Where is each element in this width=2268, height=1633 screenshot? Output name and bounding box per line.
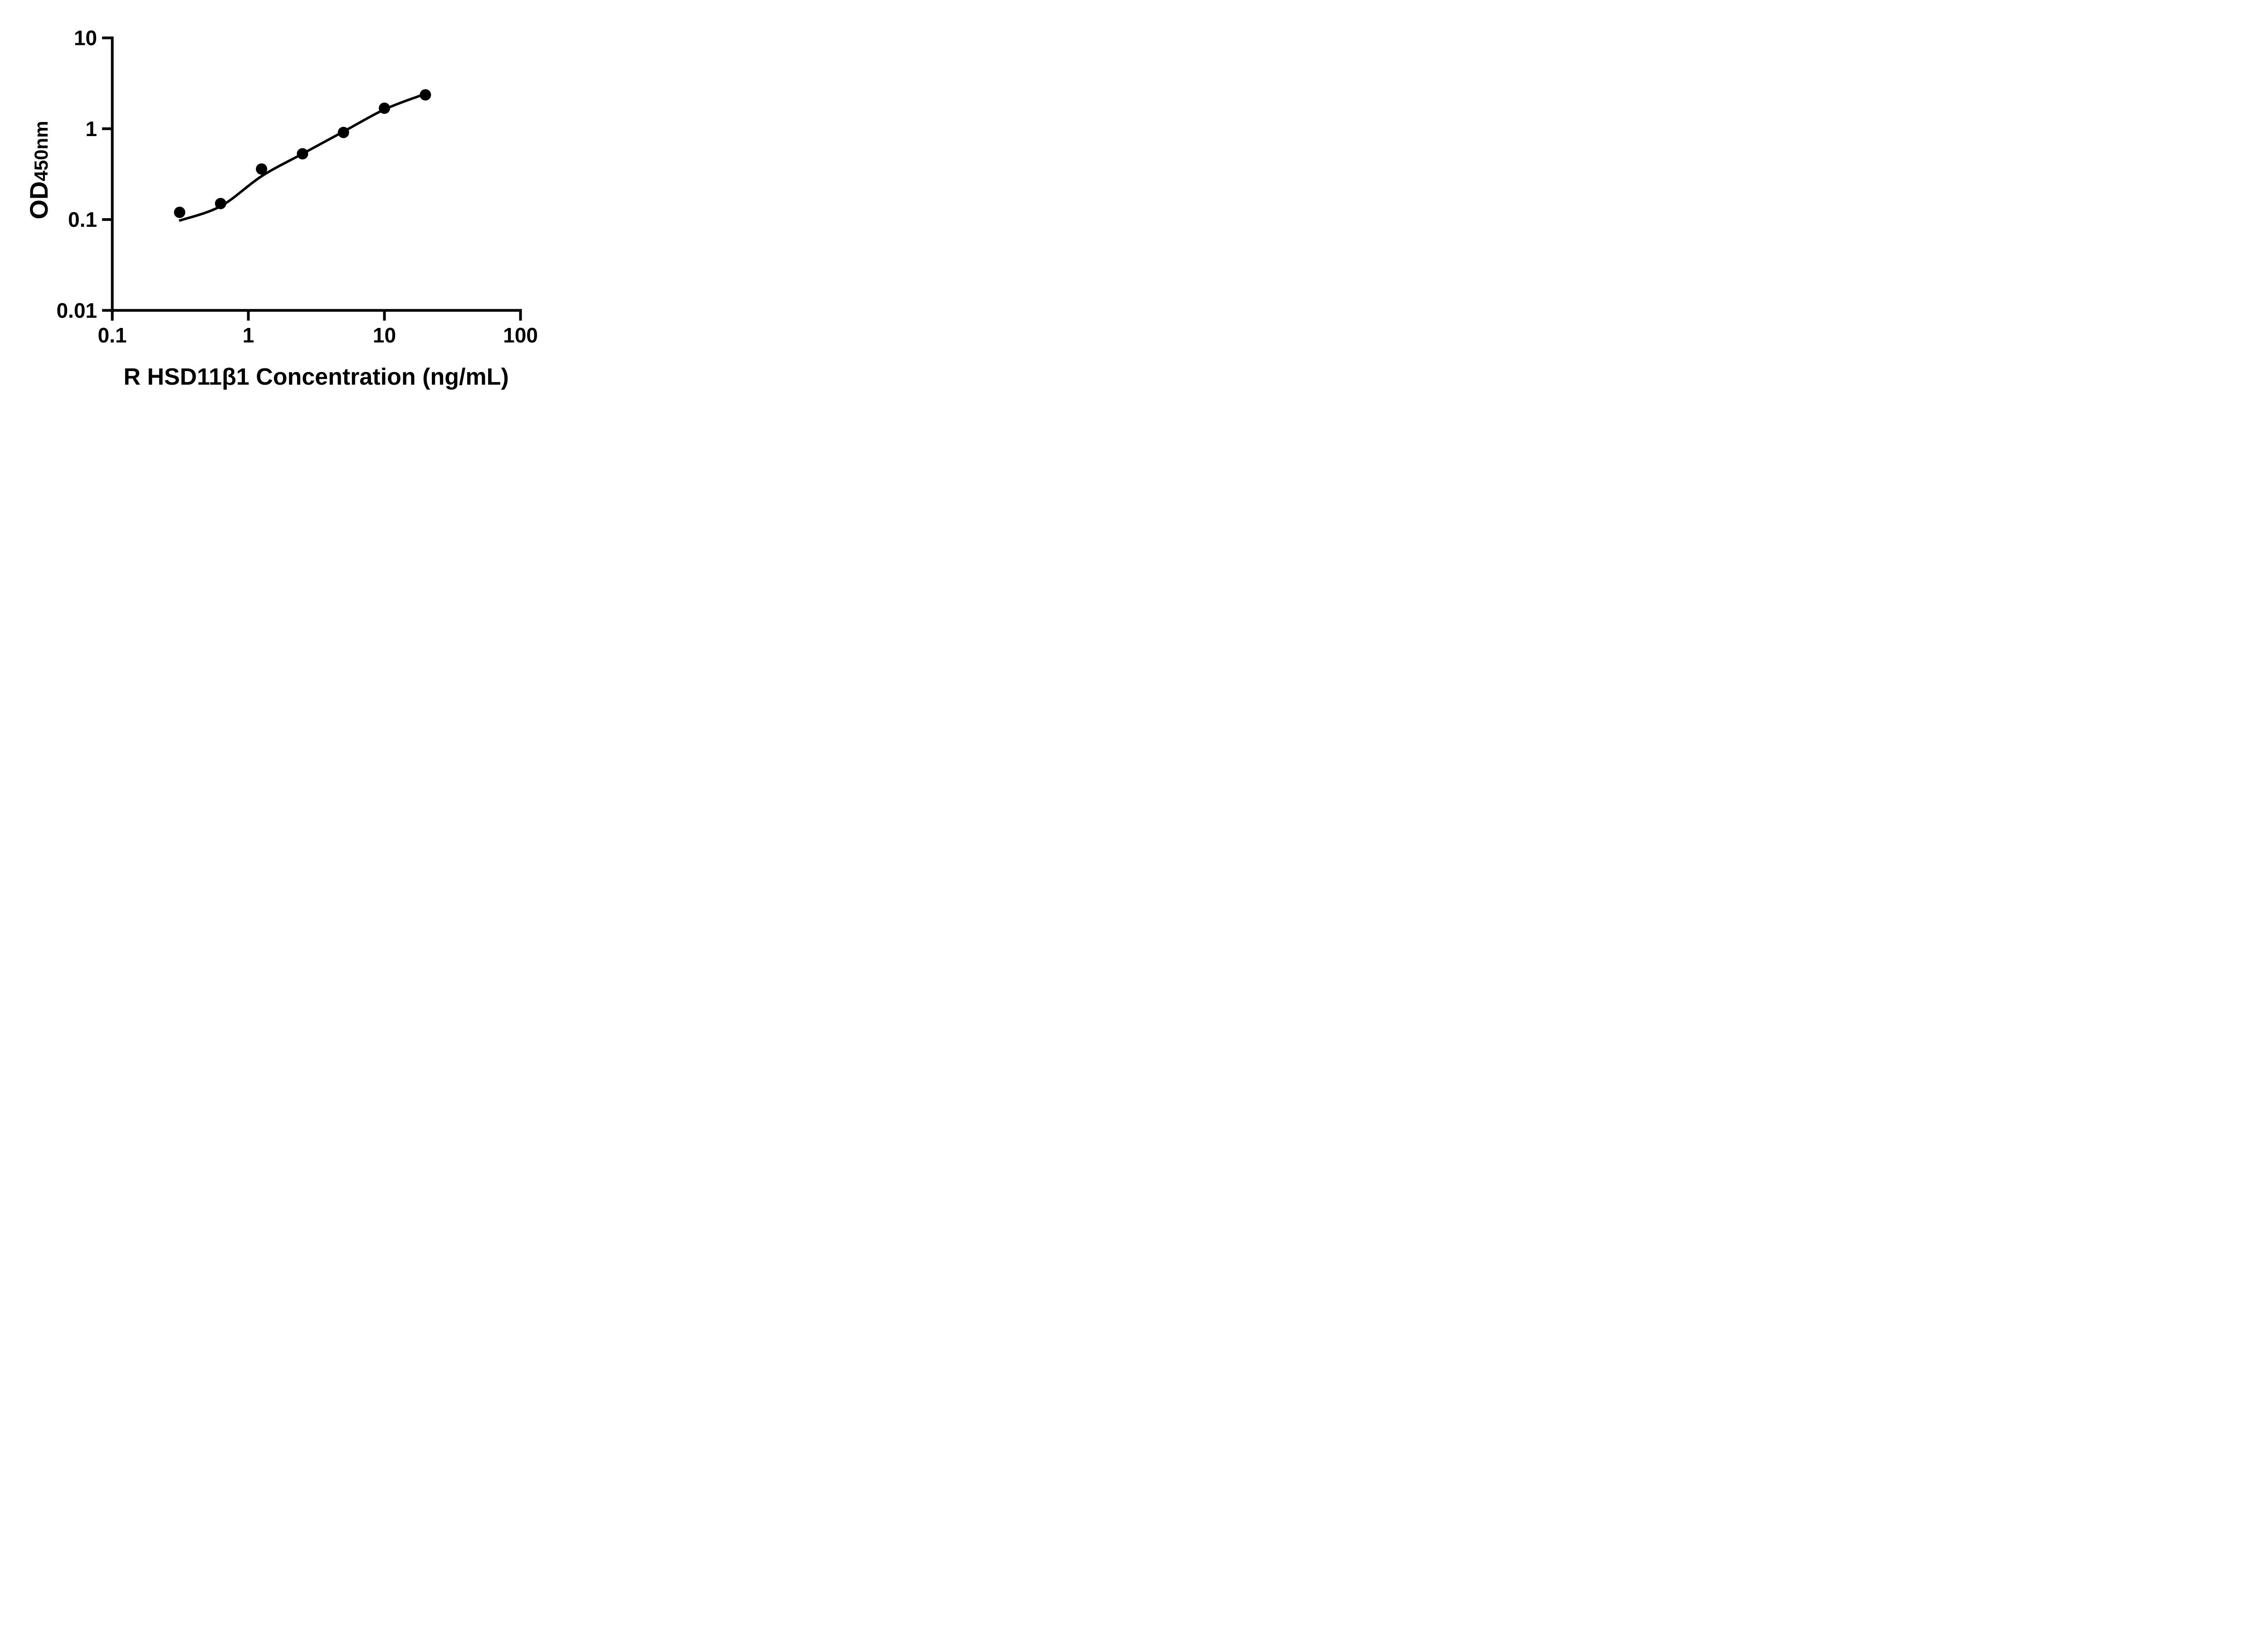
y-axis-title-sub: 450nm [30,121,52,181]
y-axis-title-main: OD [24,181,53,220]
elisa-standard-curve-figure: 0.01 0.1 1 10 0.1 1 10 100 R HSD11β1 Concentrat… [0,0,583,408]
x-axis-title: R HSD11β1 Concentration (ng/mL) [123,364,508,390]
y-tick-label: 10 [74,26,97,50]
data-point [256,163,268,175]
data-point [297,148,308,160]
y-tick-label: 0.1 [68,208,97,231]
x-tick-label: 1 [243,323,254,347]
data-point [420,89,431,101]
x-tick-label: 0.1 [98,323,127,347]
x-tick-label: 100 [503,323,538,347]
data-point [379,103,390,114]
y-axis-title: OD450nm [24,121,53,219]
y-tick-label: 0.01 [56,298,97,322]
data-point [337,127,349,138]
x-tick-label: 10 [373,323,396,347]
axis-labels-layer: R HSD11β1 Concentration (ng/mL) OD450nm [24,121,509,390]
data-points-layer [174,89,431,218]
y-tick-label: 1 [85,117,97,141]
data-point [215,198,226,210]
data-point [174,206,186,218]
